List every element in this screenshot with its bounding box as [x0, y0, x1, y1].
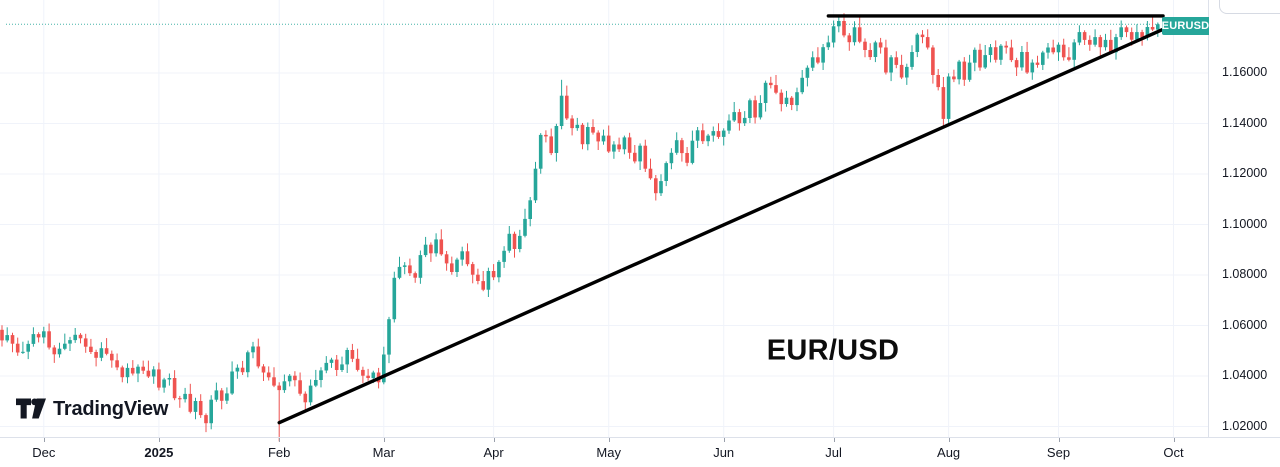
- y-axis-label: 1.14000: [1222, 115, 1268, 130]
- tradingview-logo-text: TradingView: [53, 397, 169, 420]
- tradingview-logo[interactable]: TradingView: [16, 397, 168, 421]
- x-axis-label: Dec: [32, 445, 56, 460]
- x-axis-tick: [723, 438, 725, 442]
- x-axis-tick: [383, 438, 385, 442]
- x-axis-label: Mar: [372, 445, 395, 460]
- x-axis-label: Apr: [483, 445, 504, 460]
- cropped-ui-control: [1219, 0, 1280, 14]
- x-axis-tick: [279, 438, 281, 442]
- y-axis-label: 1.08000: [1222, 267, 1268, 281]
- symbol-watermark: EUR/USD: [766, 334, 900, 367]
- x-axis-tick: [43, 438, 45, 442]
- x-axis-tick: [493, 438, 495, 442]
- x-axis-label: May: [596, 445, 621, 460]
- x-axis-label: Oct: [1163, 445, 1184, 460]
- price-scale[interactable]: 1.17929 +11.31% 1.160001.140001.120001.1…: [1209, 0, 1280, 437]
- x-axis-tick: [833, 438, 835, 442]
- time-scale[interactable]: Dec 2025 Feb Mar Apr May Jun Jul Aug Sep Oct: [0, 438, 1280, 467]
- x-axis-tick: [1173, 438, 1175, 442]
- y-axis-label: 1.02000: [1222, 418, 1268, 433]
- x-axis-label: Jun: [713, 445, 735, 460]
- x-axis-tick: [948, 438, 950, 442]
- support-trendline: [277, 27, 1165, 425]
- x-axis-tick: [1058, 438, 1060, 442]
- x-axis-tick: [608, 438, 610, 442]
- y-axis-label: 1.06000: [1222, 317, 1268, 332]
- tradingview-logo-icon: [16, 398, 46, 419]
- symbol-ticker-badge: EURUSD: [1162, 17, 1209, 35]
- ticker-badge-text: EURUSD: [1161, 20, 1210, 32]
- time-scale-separator: [0, 437, 1280, 438]
- x-axis-label: Sep: [1046, 445, 1071, 460]
- y-axis-label: 1.10000: [1222, 216, 1268, 231]
- y-axis-label: 1.04000: [1222, 368, 1268, 382]
- price-scale-separator: [1208, 0, 1209, 438]
- x-axis-label: Feb: [267, 445, 291, 460]
- y-axis-label: 1.16000: [1222, 65, 1268, 79]
- y-axis-label: 1.12000: [1222, 166, 1268, 180]
- x-axis-tick: [158, 438, 160, 442]
- x-axis-label: Jul: [825, 445, 842, 460]
- x-axis-label: Aug: [937, 445, 961, 460]
- x-axis-label: 2025: [144, 445, 174, 460]
